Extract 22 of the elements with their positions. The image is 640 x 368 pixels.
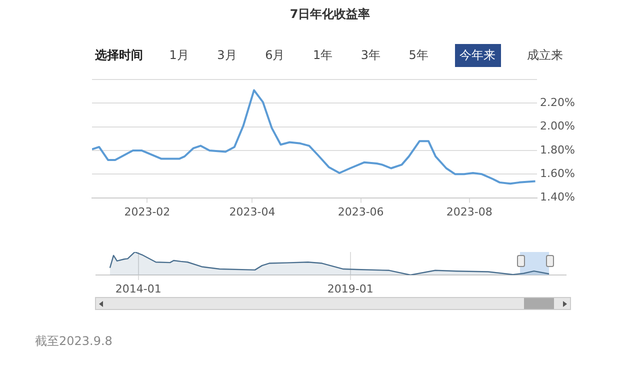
- y-tick-label: 1.60%: [540, 167, 576, 180]
- x-tick-label: 2023-06: [338, 205, 384, 218]
- x-tick-label: 2019-01: [327, 282, 374, 296]
- text: 成立来: [526, 47, 564, 64]
- text: 今年来: [454, 44, 501, 67]
- x-tick-label: 2023-08: [446, 205, 492, 218]
- text: 5年: [408, 47, 430, 64]
- y-tick-label: 2.00%: [540, 120, 576, 133]
- y-tick-label: 1.40%: [540, 190, 576, 204]
- text: 3年: [360, 47, 382, 64]
- text: 3月: [216, 47, 238, 64]
- text: 1年: [312, 47, 334, 64]
- y-tick-label: 1.80%: [540, 143, 576, 156]
- x-tick-label: 2023-02: [124, 205, 170, 218]
- text: 截至2023.9.8: [35, 334, 112, 348]
- x-tick-label: 2014-01: [115, 282, 162, 296]
- x-tick-label: 2023-04: [229, 205, 276, 218]
- chart-title: 7日年化收益率: [288, 6, 372, 23]
- text: 选择时间: [95, 47, 143, 64]
- text: 6月: [264, 47, 286, 64]
- text: 1月: [168, 47, 190, 64]
- y-tick-label: 2.20%: [540, 96, 576, 110]
